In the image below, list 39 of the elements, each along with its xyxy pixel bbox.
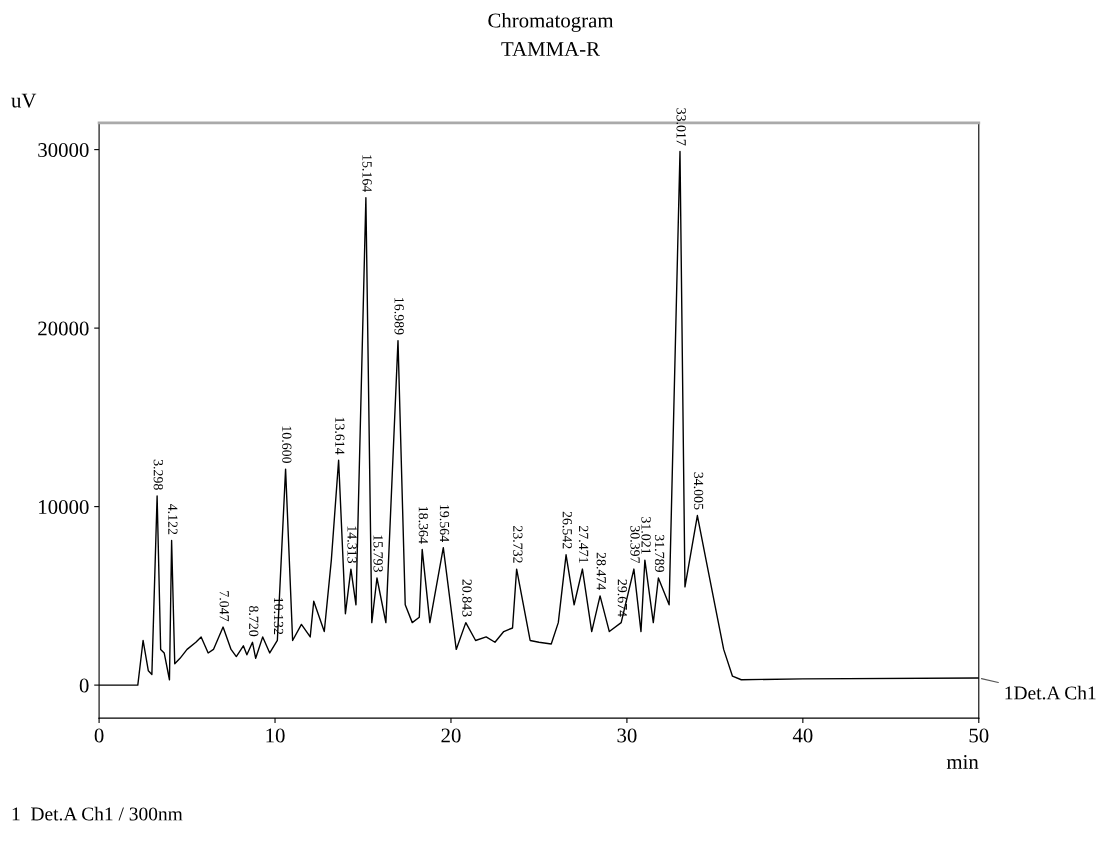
annotation: 16.989 [394, 298, 404, 335]
annotation: 34.005 [693, 472, 704, 510]
annotation: 30.397 [630, 525, 640, 564]
x-axis-title: min [946, 755, 979, 769]
annotation: 10.600 [282, 426, 292, 464]
annotation: 7.047 [219, 591, 229, 622]
annotation: 3.298 [153, 459, 164, 490]
y-tick-label: 0 [79, 678, 89, 693]
x-tick-label: 30 [617, 728, 637, 743]
annotation: 18.364 [418, 506, 429, 544]
annotation: 31.021 [641, 517, 651, 554]
annotation: 15.164 [362, 155, 372, 193]
x-tick-label: 40 [792, 728, 813, 743]
annotation: 13.614 [335, 417, 345, 455]
x-tick-label: 50 [969, 728, 989, 743]
chart-title: Chromatogram [488, 12, 614, 32]
x-tick-label: 0 [94, 728, 104, 743]
annotation: 28.474 [596, 552, 606, 591]
annotation: 23.732 [513, 525, 523, 563]
y-tick-label: 20000 [38, 321, 89, 336]
chart-subtitle: TAMMA-R [501, 42, 600, 56]
series-label: 1Det.A Ch1 [1005, 685, 1096, 700]
text: 1 Det.A Ch1 / 300nm [12, 806, 183, 821]
y-tick-label: 30000 [38, 142, 89, 158]
annotation: 4.122 [168, 503, 178, 535]
annotation: 14.313 [347, 526, 357, 563]
annotation: 10.132 [273, 597, 284, 635]
annotation: 8.720 [248, 605, 259, 637]
annotation: 33.017 [676, 108, 686, 146]
annotation: 26.542 [562, 511, 572, 549]
annotation: 19.564 [439, 505, 450, 542]
annotation: 20.843 [462, 579, 472, 617]
y-axis-title: uV [11, 93, 37, 108]
x-tick-label: 10 [266, 728, 285, 743]
x-tick-label: 20 [441, 728, 461, 743]
annotation: 31.789 [654, 534, 665, 572]
annotation: 15.793 [373, 535, 383, 572]
annotation: 27.471 [578, 525, 589, 563]
y-tick-label: 10000 [39, 499, 89, 515]
